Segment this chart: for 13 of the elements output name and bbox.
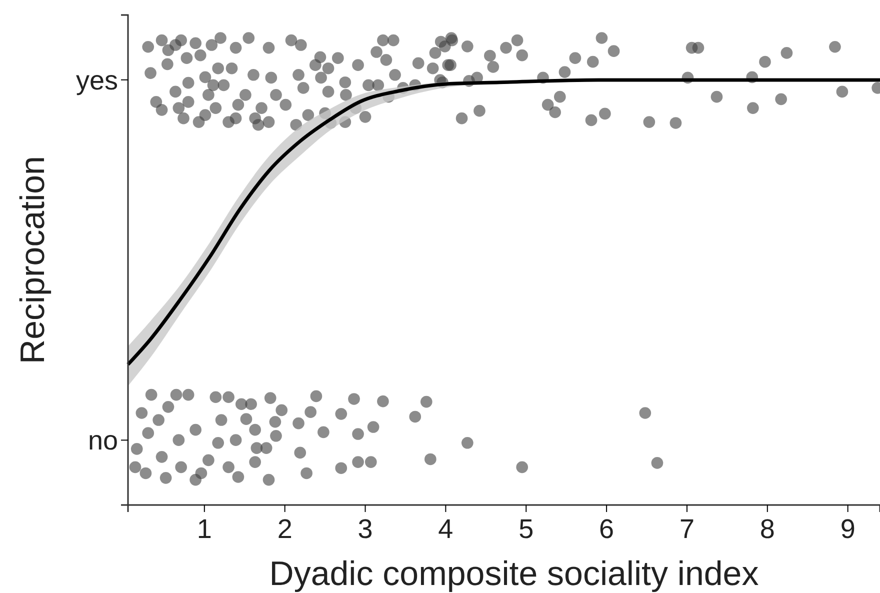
x-tick-label: 6 [599, 514, 614, 544]
x-tick-label: 8 [760, 514, 775, 544]
x-tick-label: 4 [438, 514, 454, 544]
x-tick-label: 2 [277, 514, 292, 544]
x-tick-label: 5 [518, 514, 534, 544]
y-axis-title: Reciprocation [14, 156, 52, 364]
category-label: yes [76, 65, 118, 96]
x-tick-label: 1 [196, 514, 212, 544]
category-label: no [88, 426, 118, 456]
x-tick-label: 3 [358, 514, 373, 544]
x-axis-title: Dyadic composite sociality index [269, 555, 759, 593]
x-tick-label: 9 [840, 514, 856, 544]
x-tick-label: 7 [679, 514, 694, 544]
